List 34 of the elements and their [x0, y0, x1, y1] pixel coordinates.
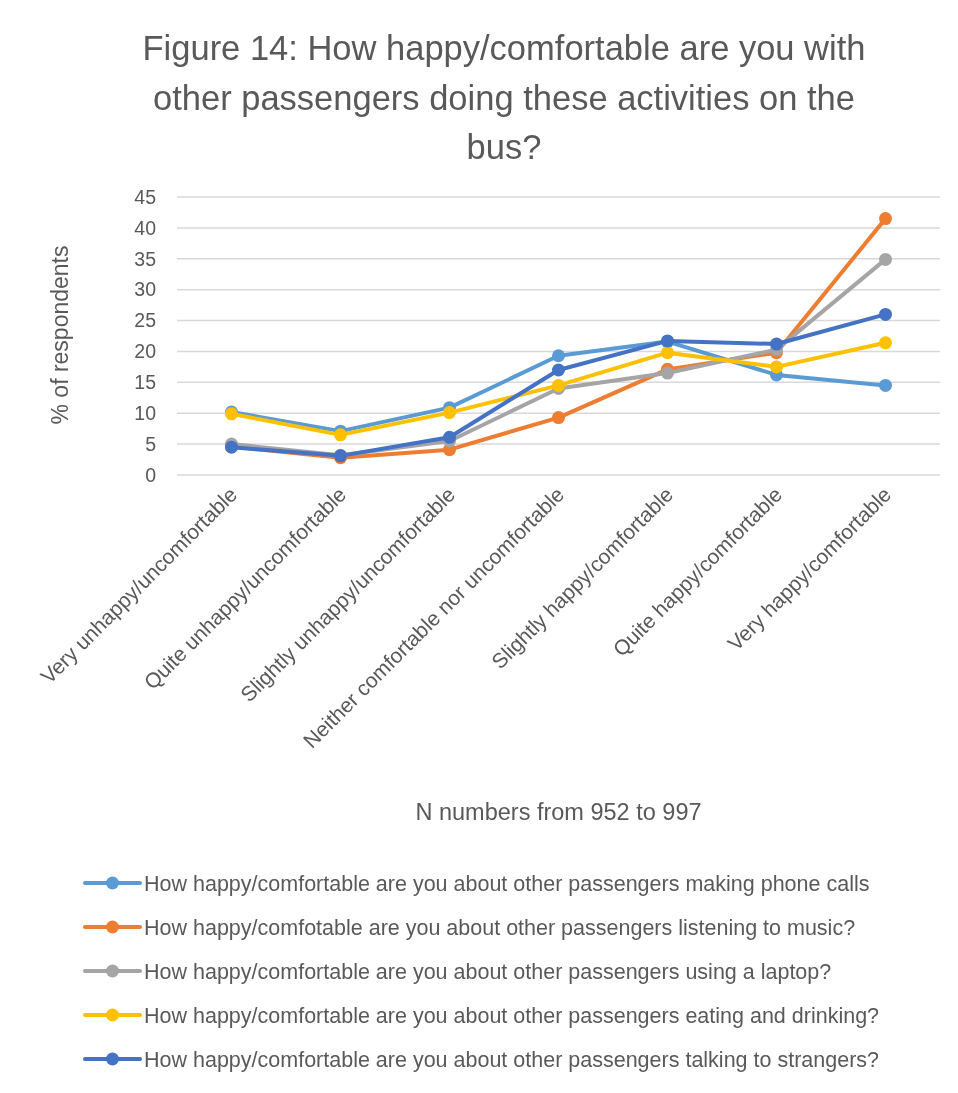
point [334, 428, 347, 442]
y-tick-label: 30 [134, 278, 157, 301]
y-tick-label: 10 [134, 402, 157, 425]
point [552, 363, 565, 377]
y-tick-label: 5 [145, 432, 157, 455]
point [879, 378, 892, 392]
y-tick-label: 20 [134, 340, 157, 363]
point [879, 336, 892, 350]
point [552, 378, 565, 392]
point [770, 360, 783, 374]
point [879, 307, 892, 321]
legend-label: How happy/comfortable are you about other passengers talking to strangers? [144, 1047, 880, 1072]
x-axis-title: N numbers from 952 to 997 [415, 799, 702, 826]
point [552, 411, 565, 425]
point [661, 346, 674, 360]
legend-label: How happy/comfortable are you about other passengers eating and drinking? [144, 1003, 880, 1028]
y-tick-label: 15 [134, 371, 157, 394]
point [443, 430, 456, 444]
legend-label: How happy/comfotable are you about other passengers listening to music? [144, 915, 856, 940]
chart-title: Figure 14: How happy/comfortable are you with other passengers doing these activities on the bus? [142, 29, 866, 166]
point [552, 349, 565, 363]
y-axis-title: % of respondents [47, 245, 73, 425]
y-tick-label: 0 [145, 463, 157, 486]
point [443, 406, 456, 420]
legend-label: How happy/comfortable are you about other passengers making phone calls [144, 871, 870, 896]
y-tick-label: 25 [134, 309, 157, 332]
legend-label: How happy/comfortable are you about other passengers using a laptop? [144, 959, 832, 984]
point [770, 337, 783, 351]
y-tick-label: 45 [134, 185, 157, 208]
y-tick-label: 40 [134, 216, 157, 239]
point [879, 212, 892, 226]
point [879, 252, 892, 266]
point [661, 366, 674, 380]
y-tick-label: 35 [134, 247, 157, 270]
